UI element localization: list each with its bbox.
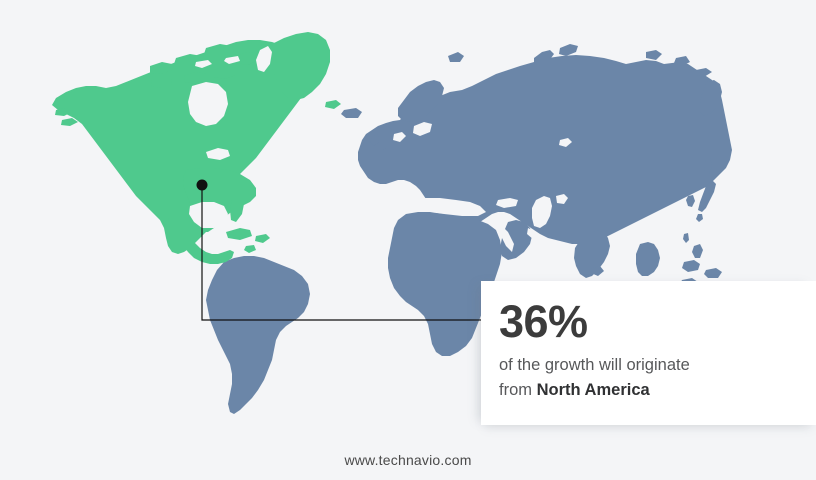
callout-line2-prefix: from <box>499 381 537 399</box>
callout-region-name: North America <box>536 381 650 399</box>
world-map-container <box>52 32 786 414</box>
world-map <box>52 32 786 414</box>
callout-percent-value: 36% <box>499 296 588 347</box>
callout-card: 36% of the growth will originate from No… <box>481 281 816 425</box>
footer-url[interactable]: www.technavio.com <box>344 452 472 468</box>
callout-text-line1: of the growth will originate <box>499 356 690 374</box>
callout-text-line2: from North America <box>499 378 816 403</box>
